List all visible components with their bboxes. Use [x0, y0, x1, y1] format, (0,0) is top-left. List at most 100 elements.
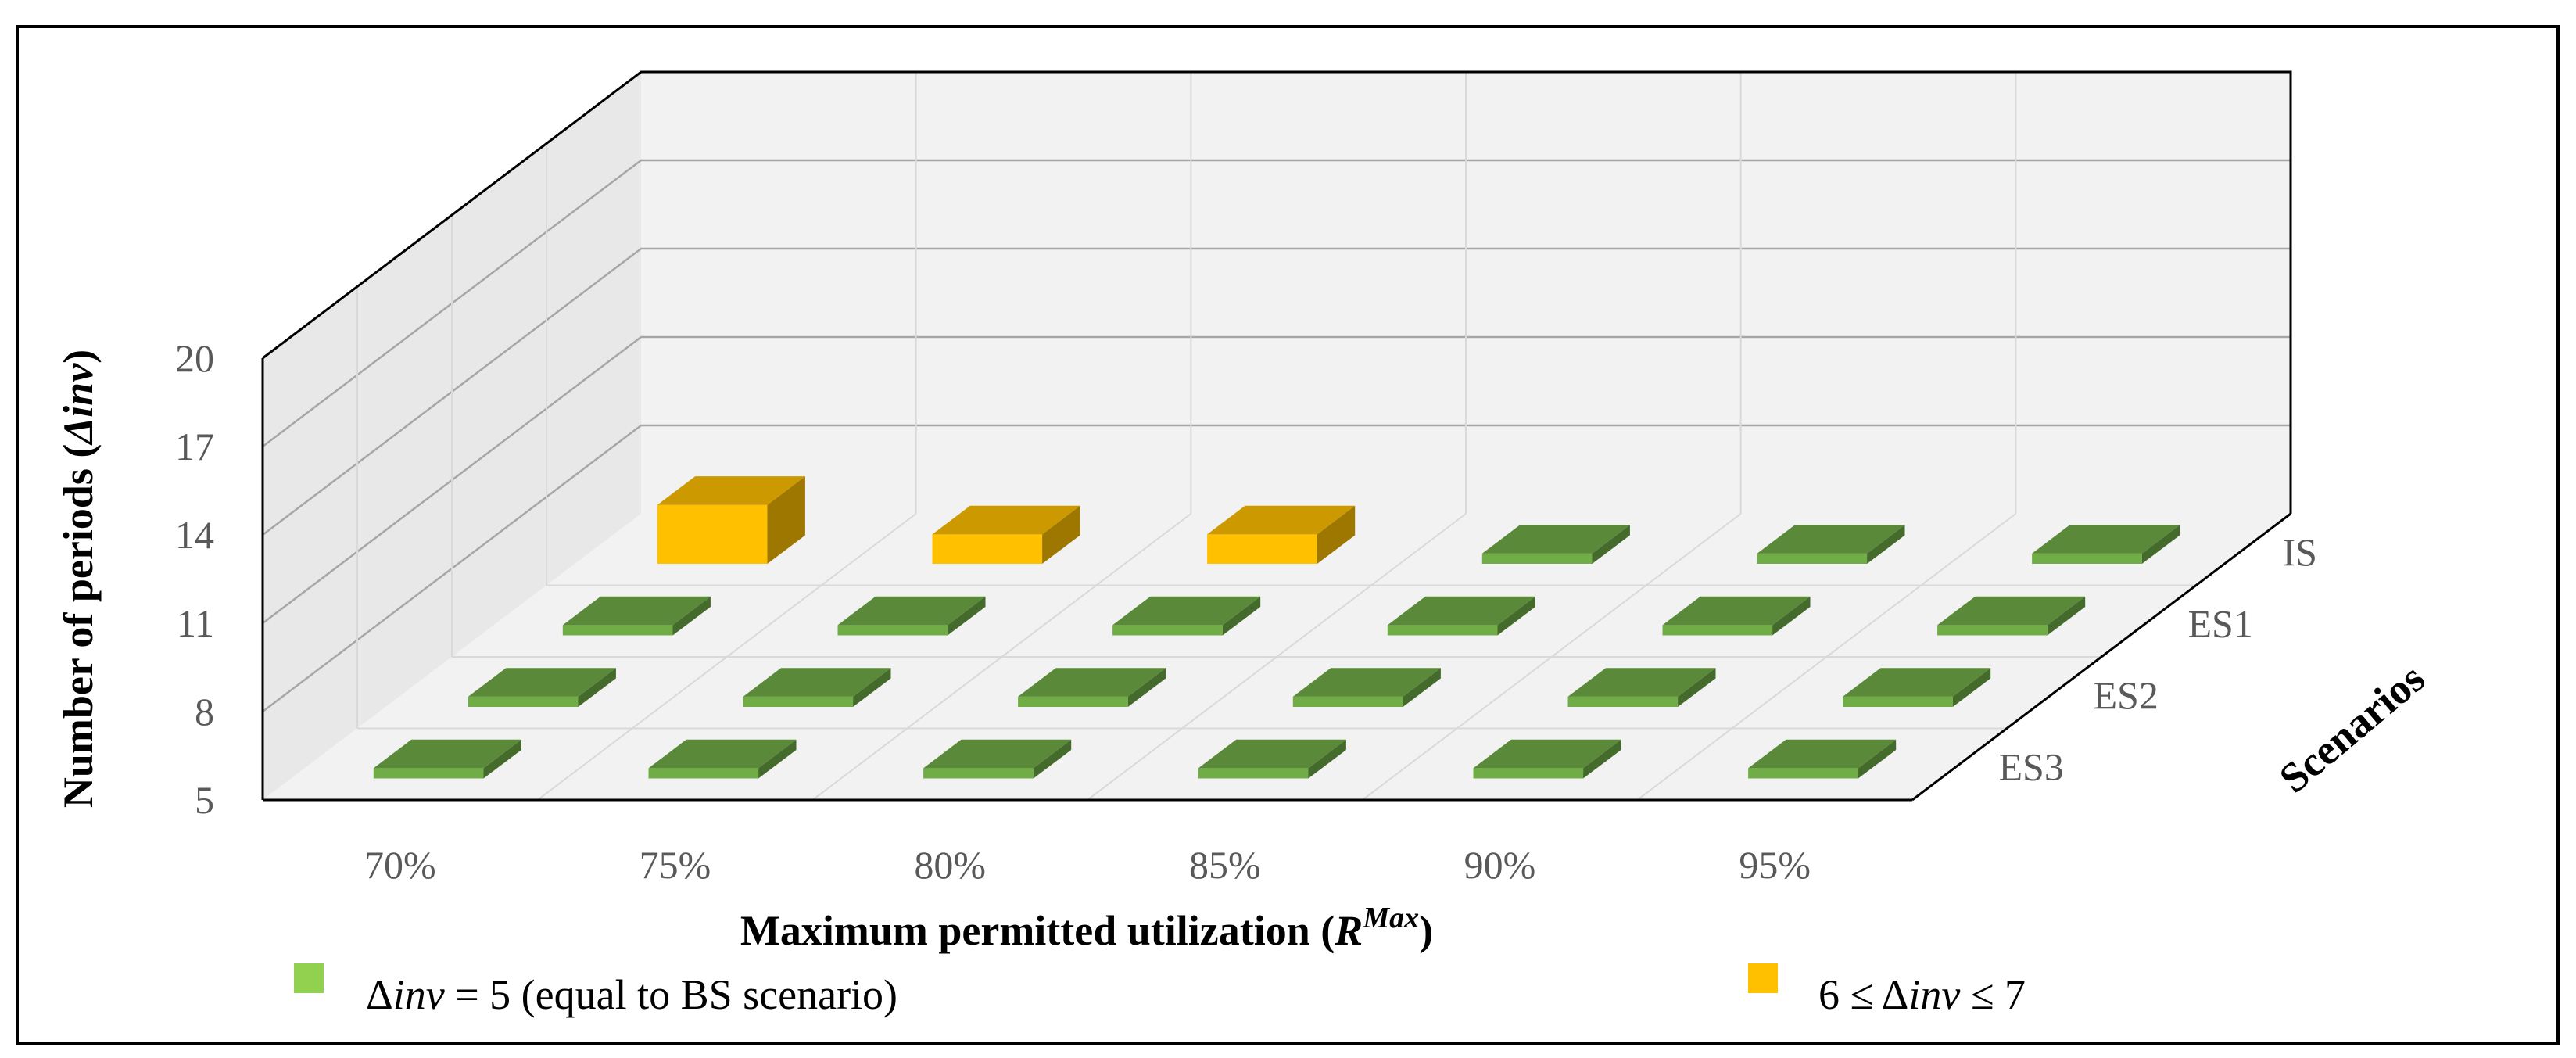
bar-top-face [648, 739, 797, 769]
bar-top-face [1112, 596, 1261, 626]
bar-front-face [923, 768, 1034, 779]
bar-top-face [468, 668, 616, 697]
bar-side-face [1583, 739, 1621, 779]
bar-front-face [1748, 768, 1858, 779]
bar-front-face [1473, 768, 1584, 779]
bar-front-face [1843, 696, 1953, 707]
bar-side-face [1127, 668, 1166, 707]
legend-label-orange: 6 ≤ Δinv ≤ 7 [1818, 971, 2026, 1018]
bar-side-face [1772, 596, 1811, 636]
bar-front-face [1207, 534, 1317, 564]
bar-front-face [1018, 696, 1128, 707]
bar-side-face [948, 596, 986, 636]
bar-front-face [837, 625, 948, 636]
bar-side-face [2047, 596, 2086, 636]
z-tick-label: ES2 [2094, 673, 2159, 717]
bar-ES1-75% [837, 596, 986, 636]
bar-top-face [1757, 525, 1905, 554]
bar-side-face [1033, 739, 1072, 779]
bar-top-face [2032, 525, 2180, 554]
bar-top-face [1567, 668, 1716, 697]
bar-IS-85% [1481, 525, 1630, 564]
bar-ES3-95% [1748, 739, 1897, 779]
bar-ES3-80% [923, 739, 1072, 779]
bar-side-face [1592, 525, 1630, 564]
bar-side-face [1678, 668, 1716, 707]
bar-side-face [1403, 668, 1441, 707]
x-tick-label: 85% [1189, 843, 1261, 887]
z-axis-line [1911, 512, 2291, 802]
bar-ES1-80% [1112, 596, 1261, 636]
bar-front-face [1292, 696, 1403, 707]
y-tick-label: 5 [195, 778, 214, 822]
bar-IS-75% [932, 505, 1080, 564]
y-axis-title: Number of periods (Δinv) [55, 350, 102, 808]
bar-front-face [648, 768, 759, 779]
bar-front-face [562, 625, 673, 636]
bar-ES2-70% [468, 668, 616, 707]
bar-front-face [1567, 696, 1679, 707]
bar-top-face [743, 668, 891, 697]
bar-side-face [758, 739, 797, 779]
bar-side-face [1858, 739, 1897, 779]
bar-IS-70% [657, 476, 805, 564]
bar-top-face [932, 505, 1080, 535]
bar-ES2-75% [743, 668, 891, 707]
bar-top-face [1473, 739, 1621, 769]
bar-top-face [1018, 668, 1166, 697]
bar-side-face [1952, 668, 1991, 707]
bar-top-face [373, 739, 521, 769]
bar-ES2-80% [1018, 668, 1166, 707]
bar-front-face [373, 768, 484, 779]
bar-IS-95% [2032, 525, 2180, 564]
bar-front-face [1937, 625, 2048, 636]
legend-swatch-green [294, 963, 324, 993]
bar-side-face [2141, 525, 2180, 564]
bar-ES3-70% [373, 739, 521, 779]
bar-front-face [657, 504, 768, 564]
legend-label-green: Δinv = 5 (equal to BS scenario) [366, 971, 897, 1018]
bar-side-face [767, 476, 805, 564]
x-tick-label: 80% [914, 843, 986, 887]
bar-side-face [1308, 739, 1346, 779]
y-tick-label: 17 [175, 425, 214, 468]
bar-front-face [743, 696, 854, 707]
bar-ES3-85% [1198, 739, 1346, 779]
bar-top-face [1937, 596, 2086, 626]
bar-top-face [657, 476, 805, 505]
bar-front-face [2032, 553, 2142, 564]
bar-front-face [1481, 553, 1593, 564]
bar-side-face [1222, 596, 1261, 636]
bar-side-face [483, 739, 521, 779]
bar-side-face [1867, 525, 1905, 564]
bar-side-face [1497, 596, 1535, 636]
bar-IS-90% [1757, 525, 1905, 564]
bar-front-face [1112, 625, 1223, 636]
bar-side-face [578, 668, 616, 707]
bar-front-face [1662, 625, 1773, 636]
bar-ES2-85% [1292, 668, 1441, 707]
bar-top-face [837, 596, 986, 626]
y-tick-label: 11 [177, 601, 214, 645]
bar-ES3-75% [648, 739, 797, 779]
bars-layer [373, 476, 2180, 779]
y-tick-label: 20 [175, 336, 214, 380]
bar-top-face [923, 739, 1072, 769]
bar-top-face [1207, 505, 1356, 535]
bar-top-face [1662, 596, 1811, 626]
bar-side-face [672, 596, 711, 636]
bar-ES1-70% [562, 596, 711, 636]
bar-top-face [1481, 525, 1630, 554]
bar-ES3-90% [1473, 739, 1621, 779]
bar-ES2-90% [1567, 668, 1716, 707]
bar-top-face [1843, 668, 1991, 697]
bar-top-face [562, 596, 711, 626]
bar-top-face [1748, 739, 1897, 769]
bar-IS-80% [1207, 505, 1356, 564]
plot-outline-top [262, 70, 2292, 514]
z-tick-label: ES1 [2188, 601, 2253, 645]
bar-front-face [1198, 768, 1309, 779]
x-tick-label: 70% [364, 843, 436, 887]
